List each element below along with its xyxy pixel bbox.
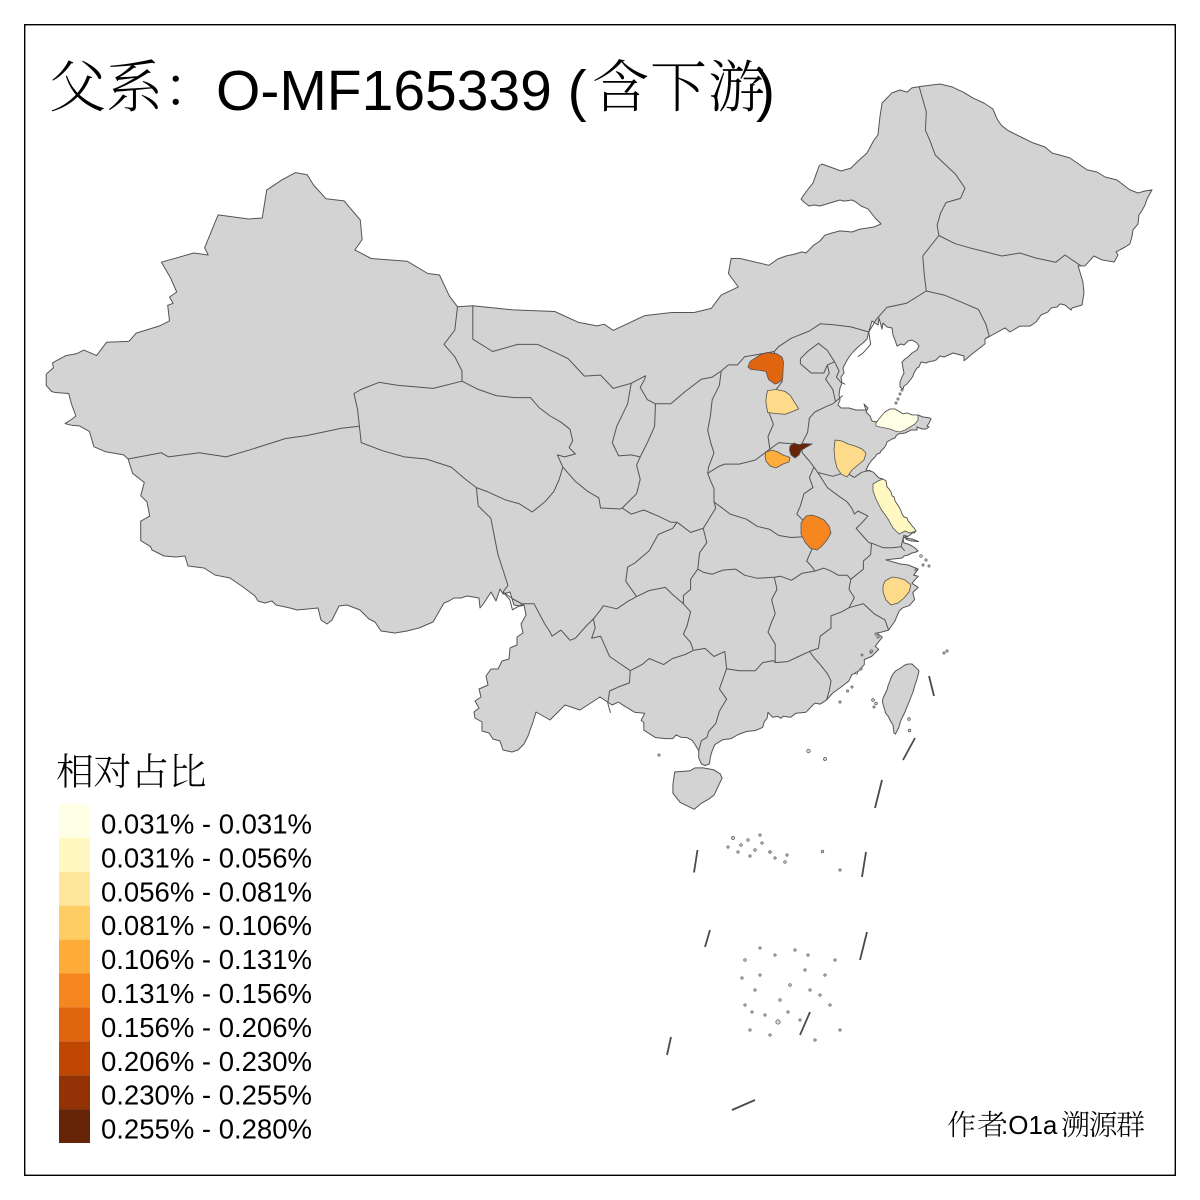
svg-text:0.156% - 0.206%: 0.156% - 0.206% (101, 1012, 312, 1043)
svg-text:0.031% - 0.056%: 0.031% - 0.056% (101, 842, 312, 873)
svg-text:0.056% - 0.081%: 0.056% - 0.081% (101, 876, 312, 907)
svg-text::O1a: :O1a (1001, 1110, 1058, 1140)
svg-text:0.131% - 0.156%: 0.131% - 0.156% (101, 978, 312, 1009)
svg-text:0.081% - 0.106%: 0.081% - 0.106% (101, 910, 312, 941)
svg-text:0.255% - 0.280%: 0.255% - 0.280% (101, 1114, 312, 1145)
svg-text:): ) (756, 59, 775, 123)
svg-text:0.230% - 0.255%: 0.230% - 0.255% (101, 1080, 312, 1111)
svg-text:0.106% - 0.131%: 0.106% - 0.131% (101, 944, 312, 975)
svg-text:O-MF165339 (: O-MF165339 ( (216, 59, 587, 123)
svg-text:0.206% - 0.230%: 0.206% - 0.230% (101, 1046, 312, 1077)
svg-text:0.031% - 0.031%: 0.031% - 0.031% (101, 809, 312, 840)
